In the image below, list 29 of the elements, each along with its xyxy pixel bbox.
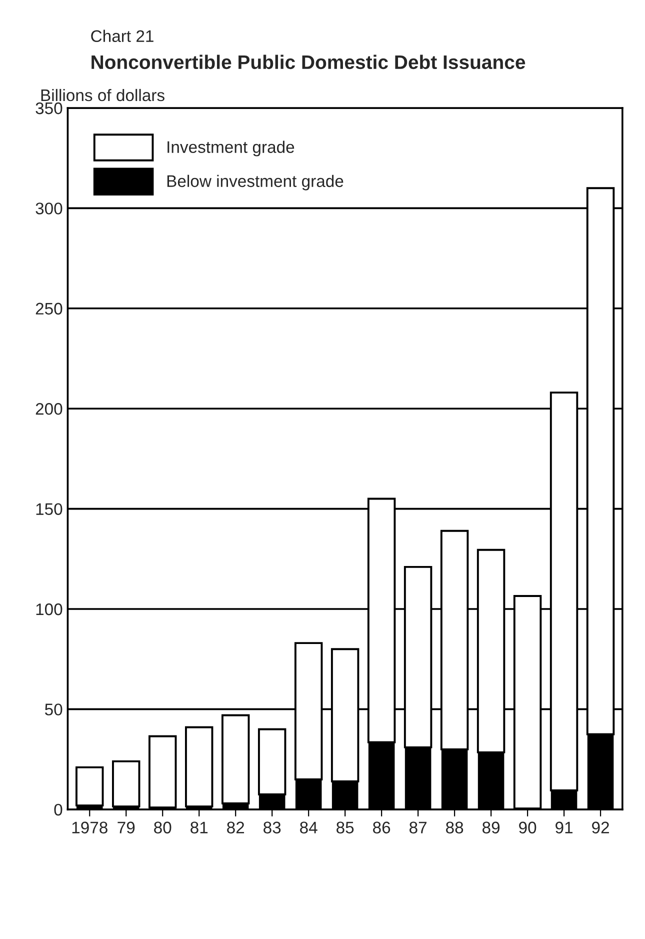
x-tick-label: 82 bbox=[227, 822, 244, 834]
x-tick-label: 85 bbox=[336, 822, 354, 834]
y-axis-title: Billions of dollars bbox=[41, 88, 164, 102]
y-tick-label: 0 bbox=[54, 804, 62, 816]
y-tick-label: 300 bbox=[36, 202, 62, 214]
x-tick-label: 84 bbox=[300, 822, 318, 834]
y-tick-label: 250 bbox=[36, 302, 62, 315]
x-tick-label: 79 bbox=[118, 822, 135, 834]
x-tick-label: 80 bbox=[154, 822, 172, 834]
bar bbox=[76, 766, 104, 806]
x-tick-label: 81 bbox=[190, 822, 208, 834]
y-tick-label: 150 bbox=[36, 503, 62, 516]
x-tick-label: 92 bbox=[592, 822, 609, 834]
legend-label: Investment grade bbox=[168, 140, 294, 156]
x-tick-label: 90 bbox=[519, 822, 536, 834]
x-tick-label: 91 bbox=[556, 822, 572, 834]
x-tick-label: 88 bbox=[446, 822, 464, 834]
chart-subtitle: Chart 21 bbox=[91, 30, 154, 42]
x-tick-label: 86 bbox=[373, 822, 390, 834]
x-tick-label: 1978 bbox=[72, 822, 108, 834]
legend-label: Below investment grade bbox=[167, 174, 344, 190]
y-tick-label: 50 bbox=[44, 704, 62, 716]
x-tick-label: 83 bbox=[264, 822, 281, 834]
y-tick-label: 100 bbox=[36, 603, 62, 616]
x-tick-label: 87 bbox=[410, 822, 426, 834]
chart-title: Nonconvertible Public Domestic Debt Issuance bbox=[92, 54, 526, 70]
y-tick-label: 200 bbox=[36, 403, 62, 415]
y-tick-label: 350 bbox=[36, 102, 62, 114]
x-tick-label: 89 bbox=[482, 822, 500, 834]
